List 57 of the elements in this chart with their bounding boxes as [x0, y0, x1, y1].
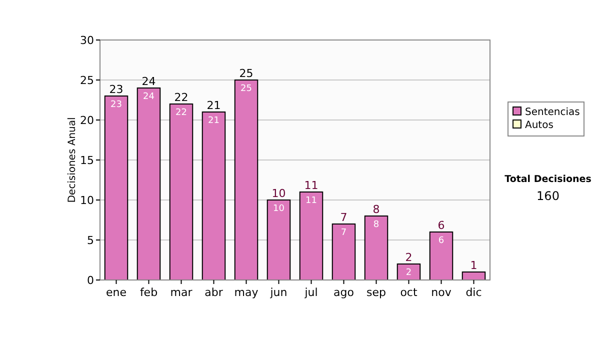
x-tick-label: jun [269, 286, 288, 299]
total-label: 10 [272, 187, 286, 200]
total-label: 11 [304, 179, 318, 192]
data-label: 2 [406, 268, 412, 278]
data-label: 6 [438, 236, 444, 246]
total-label: 25 [239, 67, 254, 80]
total-label: 21 [206, 99, 221, 112]
bar [104, 96, 128, 280]
y-tick-label: 10 [80, 194, 94, 207]
total-label: 2 [405, 251, 412, 264]
x-tick-label: oct [400, 286, 418, 299]
y-tick-label: 20 [80, 114, 94, 127]
legend-label: Autos [525, 120, 554, 131]
y-tick-label: 25 [80, 74, 94, 87]
x-tick-label: ene [106, 286, 127, 299]
data-label: 22 [176, 108, 187, 118]
data-label: 11 [306, 196, 317, 206]
data-label: 10 [273, 204, 285, 214]
total-label: 8 [372, 203, 380, 216]
data-label: 7 [340, 228, 347, 238]
x-tick-label: feb [140, 286, 158, 299]
y-tick-label: 0 [87, 274, 94, 287]
bar [266, 200, 291, 280]
bar [364, 216, 388, 280]
x-tick-label: ago [334, 286, 354, 299]
x-tick-label: sep [366, 286, 386, 299]
total-label: 22 [174, 91, 188, 104]
bar [332, 224, 356, 280]
x-tick-label: dic [466, 286, 482, 299]
data-label: 24 [143, 92, 155, 102]
bar [202, 112, 226, 280]
text: 160 [536, 189, 560, 203]
data-label: 8 [373, 220, 380, 230]
x-tick-label: abr [204, 286, 224, 299]
total-label: 24 [142, 75, 156, 88]
data-label: 23 [110, 100, 122, 110]
x-tick-label: nov [431, 286, 452, 299]
y-tick-label: 15 [80, 154, 94, 167]
total-label: 1 [470, 259, 478, 272]
bar [136, 88, 161, 280]
y-axis-title: Decisiones Anual [67, 117, 78, 203]
bar [429, 232, 454, 280]
x-tick-label: may [234, 286, 259, 299]
x-tick-label: mar [170, 286, 193, 299]
bar [299, 192, 324, 280]
data-label: 21 [208, 116, 220, 126]
x-tick-label: jul [304, 286, 318, 299]
legend-label: Sentencias [525, 107, 580, 118]
y-tick-label: 30 [80, 34, 94, 47]
bar [234, 80, 258, 280]
total-label: 6 [438, 219, 445, 232]
bar [169, 104, 194, 280]
data-label: 25 [240, 84, 252, 94]
total-label: 23 [109, 83, 124, 96]
total-label: 7 [340, 211, 348, 224]
text: Total Decisiones [504, 174, 592, 185]
y-tick-label: 5 [87, 234, 94, 247]
